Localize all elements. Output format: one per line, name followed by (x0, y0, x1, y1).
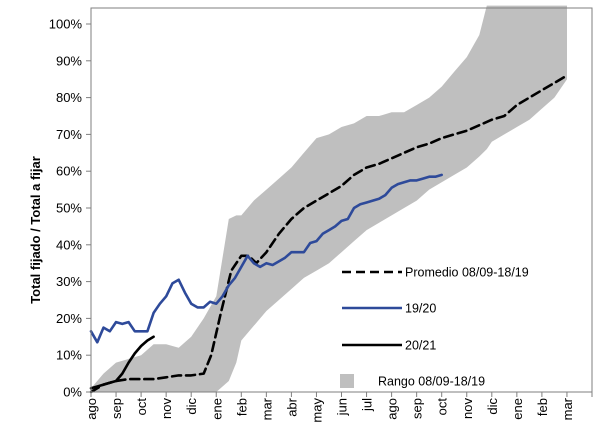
x-tick-label: jun (335, 398, 350, 416)
series-19-20 (89, 173, 444, 344)
legend-20-21: 20/21 (342, 339, 436, 353)
y-tick-label: 90% (56, 53, 82, 68)
x-tick-label: nov (159, 398, 174, 419)
x-tick-label: oct (435, 398, 450, 416)
legend-layer: Promedio 08/09-18/19 19/20 20/21 Rango 08/0… (340, 266, 529, 389)
x-tick-label: sep (109, 398, 124, 419)
legend-promedio-label: Promedio 08/09-18/19 (405, 266, 529, 280)
legend-rango: Rango 08/09-18/19 (340, 374, 485, 389)
y-tick-label: 0% (63, 385, 82, 400)
y-tick-label: 70% (56, 127, 82, 142)
y-tick-label: 60% (56, 164, 82, 179)
y-axis-title: Total fijado / Total a fijar (28, 156, 43, 304)
y-tick-label: 10% (56, 348, 82, 363)
x-tick-label: mar (560, 397, 575, 420)
x-tick-label: sep (410, 398, 425, 419)
x-tick-label: ene (209, 398, 224, 420)
x-tick-label: may (310, 398, 325, 423)
axis-layer: 0%10%20%30%40%50%60%70%80%90%100%ago sep o… (49, 7, 593, 423)
y-tick-label: 100% (49, 17, 83, 32)
x-tick-label: dic (485, 398, 500, 415)
series-layer (89, 74, 569, 394)
x-tick-label: ago (84, 398, 99, 420)
legend-rango-swatch (340, 374, 354, 388)
band-layer (91, 5, 567, 392)
series-20-21 (89, 335, 155, 390)
x-tick-label: jul (360, 398, 375, 412)
x-tick-label: ago (385, 398, 400, 420)
x-tick-label: dic (184, 398, 199, 415)
x-tick-label: abr (284, 397, 299, 416)
y-tick-label: 20% (56, 311, 82, 326)
legend-19-20: 19/20 (342, 302, 436, 316)
x-tick-label: oct (134, 398, 149, 416)
y-tick-label: 50% (56, 201, 82, 216)
y-tick-label: 80% (56, 90, 82, 105)
y-tick-label: 30% (56, 274, 82, 289)
x-tick-label: nov (460, 398, 475, 419)
y-tick-label: 40% (56, 237, 82, 252)
legend-promedio: Promedio 08/09-18/19 (342, 266, 529, 280)
x-tick-label: feb (535, 398, 550, 416)
series-promedio (89, 74, 569, 394)
range-band (91, 5, 567, 392)
legend-19-20-label: 19/20 (405, 302, 436, 316)
x-tick-label: mar (259, 397, 274, 420)
x-tick-label: feb (234, 398, 249, 416)
legend-rango-label: Rango 08/09-18/19 (378, 375, 485, 389)
x-tick-label: ene (510, 398, 525, 420)
legend-20-21-label: 20/21 (405, 339, 436, 353)
